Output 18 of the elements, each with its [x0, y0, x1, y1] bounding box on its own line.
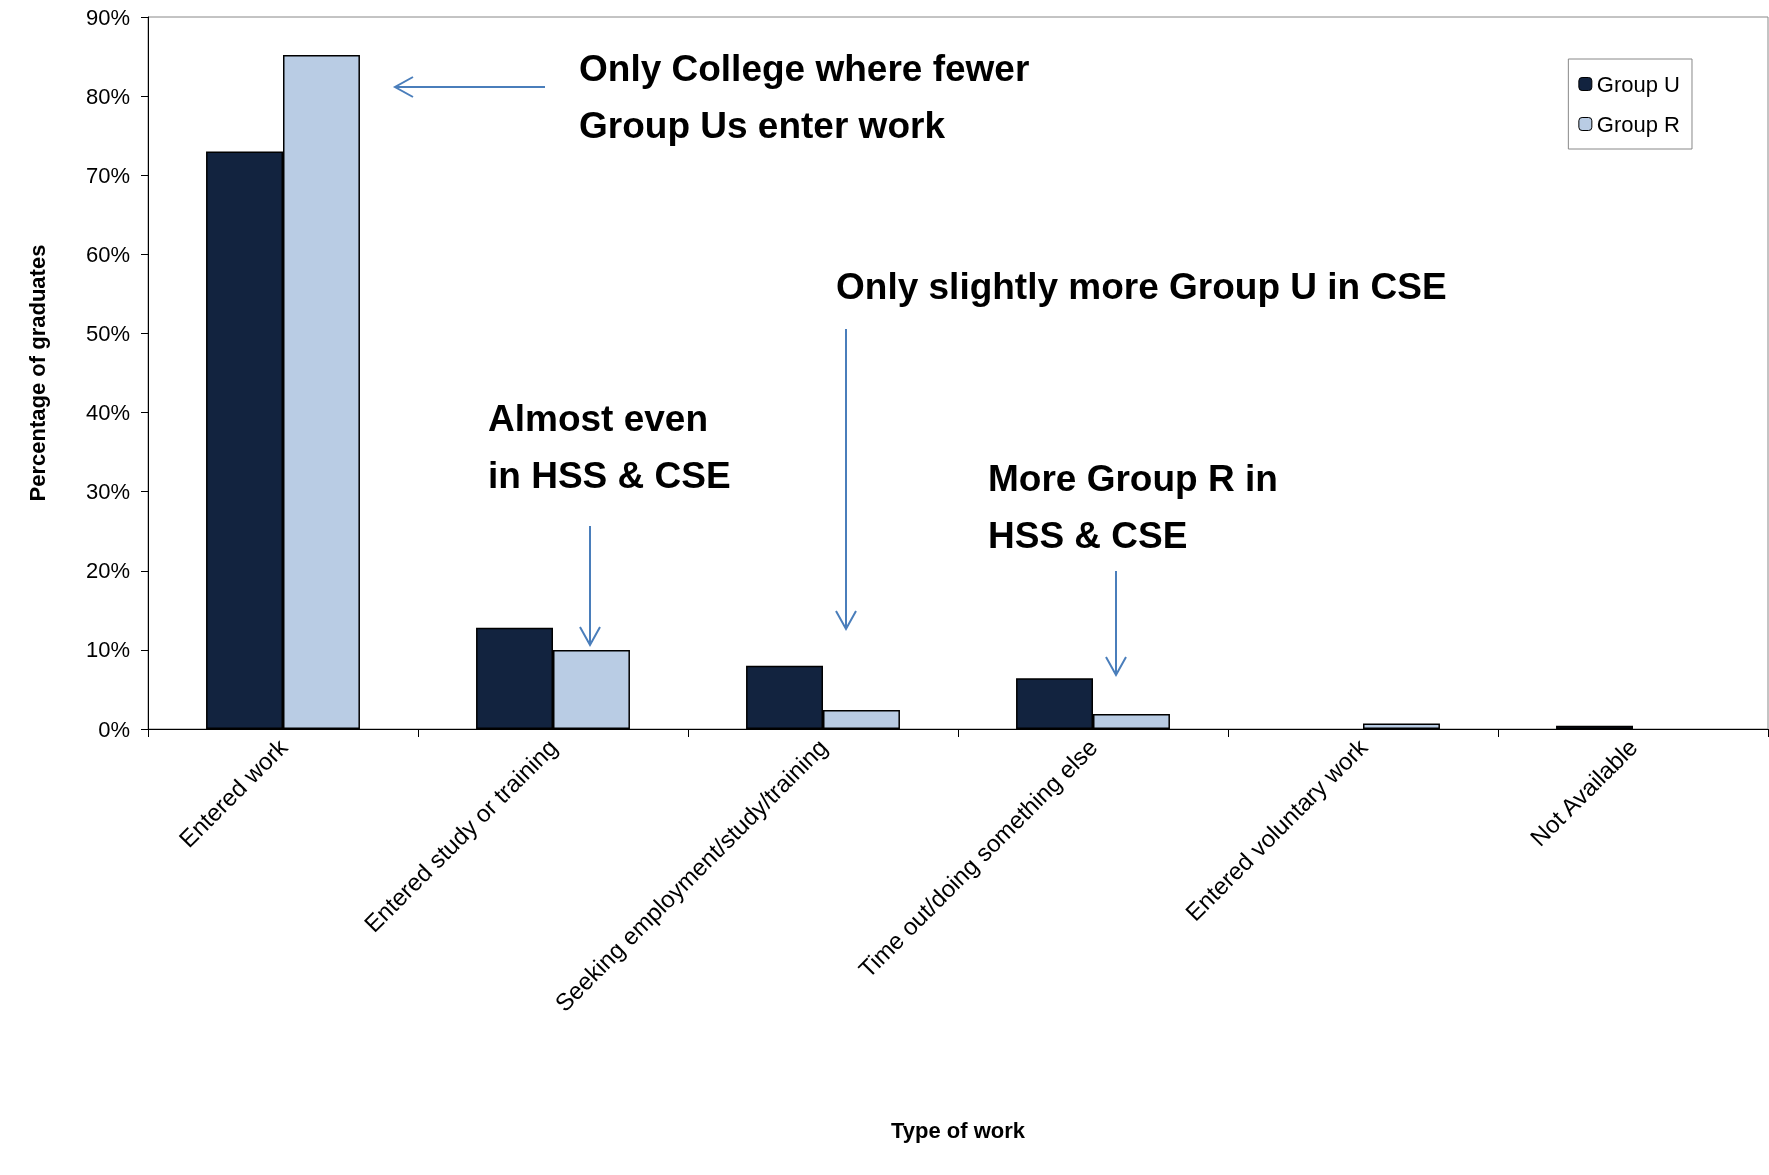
y-tick-label: 50% [85, 320, 130, 346]
y-axis-title: Percentage of graduates [24, 244, 50, 502]
annotation: Only College where fewer Group Us enter work [579, 48, 1030, 146]
legend-label: Group U [1596, 71, 1681, 97]
y-tick-label: 30% [85, 479, 130, 505]
y-tick-label: 0% [98, 716, 130, 742]
y-tick-label: 90% [85, 4, 130, 30]
x-axis-title: Type of work [890, 1117, 1026, 1143]
annotation: Only slightly more Group U in CSE [836, 266, 1447, 307]
legend-label: Group R [1596, 111, 1681, 137]
y-tick-label: 80% [85, 83, 130, 109]
annotation: Almost even in HSS & CSE [488, 398, 731, 496]
y-tick-label: 60% [85, 241, 130, 267]
y-tick-label: 10% [85, 637, 130, 663]
y-tick-label: 70% [85, 162, 130, 188]
annotation: More Group R in HSS & CSE [988, 458, 1278, 556]
y-tick-label: 20% [85, 558, 130, 584]
y-tick-label: 40% [85, 400, 130, 426]
